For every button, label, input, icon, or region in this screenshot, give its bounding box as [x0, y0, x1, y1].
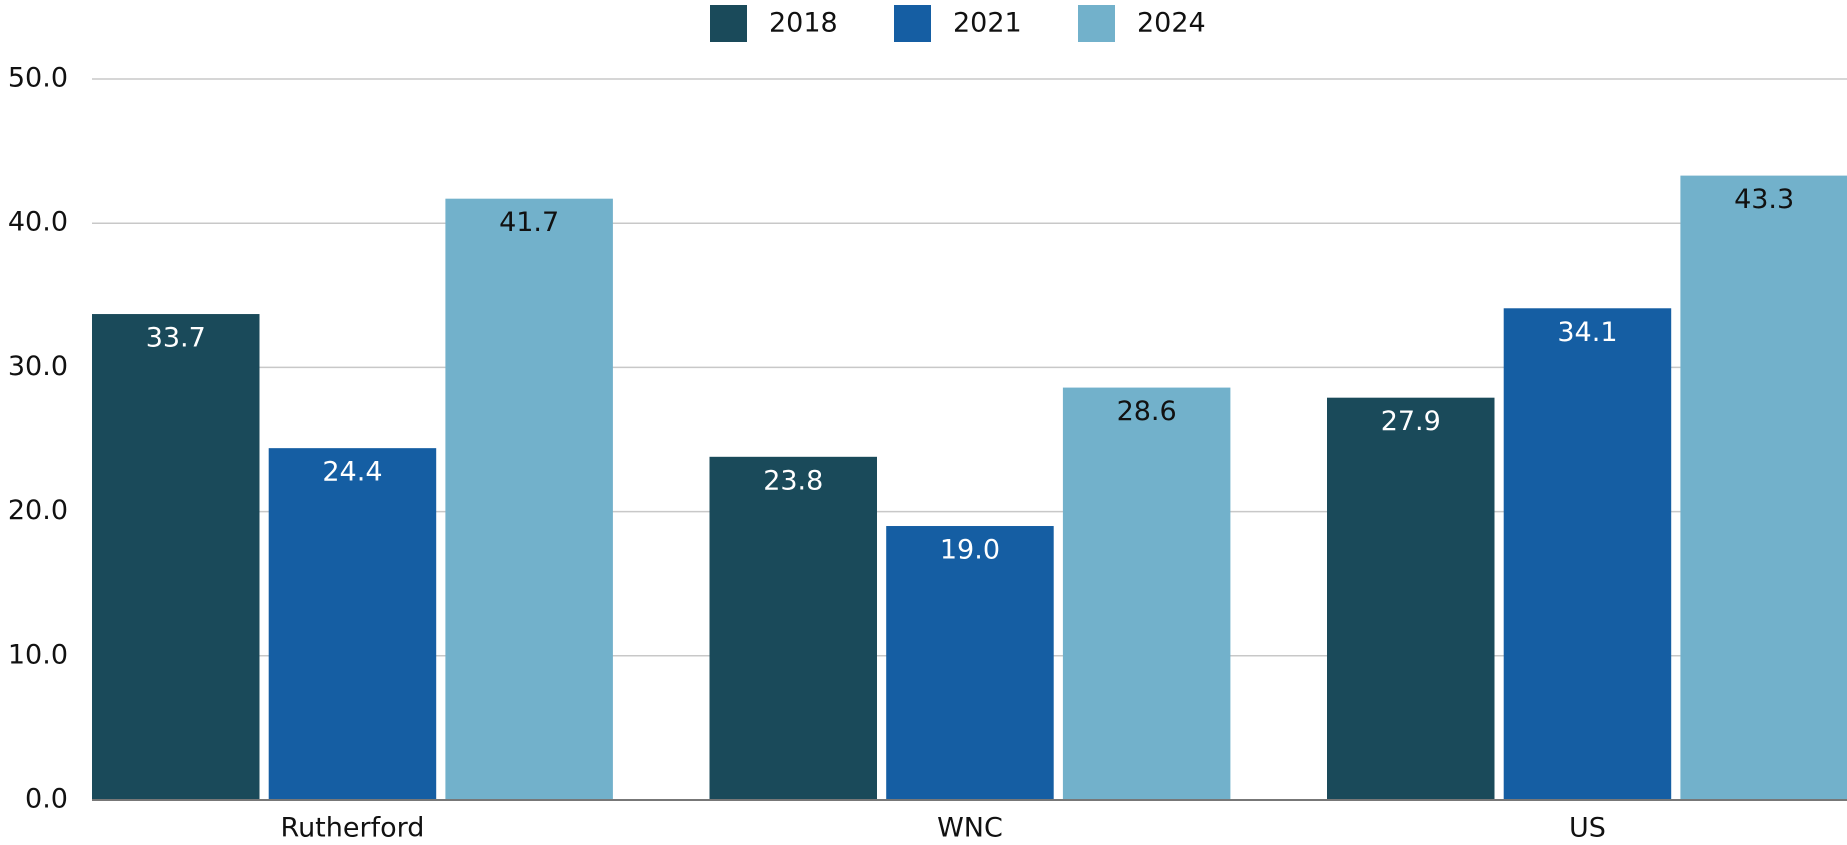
y-tick-label: 10.0	[8, 639, 68, 670]
data-label: 19.0	[940, 535, 1000, 566]
bar	[92, 314, 260, 800]
y-tick-label: 0.0	[25, 784, 68, 815]
y-tick-label: 30.0	[8, 351, 68, 382]
data-label: 43.3	[1734, 184, 1794, 215]
legend-swatch	[1078, 5, 1115, 42]
bar	[268, 448, 437, 800]
bar	[709, 456, 877, 800]
bar	[1503, 308, 1672, 800]
data-label: 24.4	[322, 457, 382, 488]
data-label: 34.1	[1557, 317, 1617, 348]
data-label: 28.6	[1117, 396, 1177, 427]
legend-label: 2021	[953, 8, 1022, 39]
data-label: 41.7	[499, 207, 559, 238]
legend-label: 2018	[769, 8, 838, 39]
y-tick-label: 50.0	[8, 63, 68, 94]
x-tick-label: Rutherford	[281, 813, 425, 844]
y-tick-label: 20.0	[8, 495, 68, 526]
data-label: 27.9	[1381, 406, 1441, 437]
bar	[1062, 387, 1231, 800]
x-tick-label: WNC	[937, 813, 1003, 844]
bar	[445, 198, 613, 800]
legend-swatch	[710, 5, 747, 42]
legend-label: 2024	[1137, 8, 1206, 39]
y-tick-label: 40.0	[8, 207, 68, 238]
bar	[1327, 397, 1495, 800]
data-label: 33.7	[146, 323, 206, 354]
data-label: 23.8	[763, 465, 823, 496]
bar	[886, 526, 1054, 800]
bar	[1680, 175, 1847, 800]
legend-swatch	[894, 5, 931, 42]
x-tick-label: US	[1569, 813, 1606, 844]
